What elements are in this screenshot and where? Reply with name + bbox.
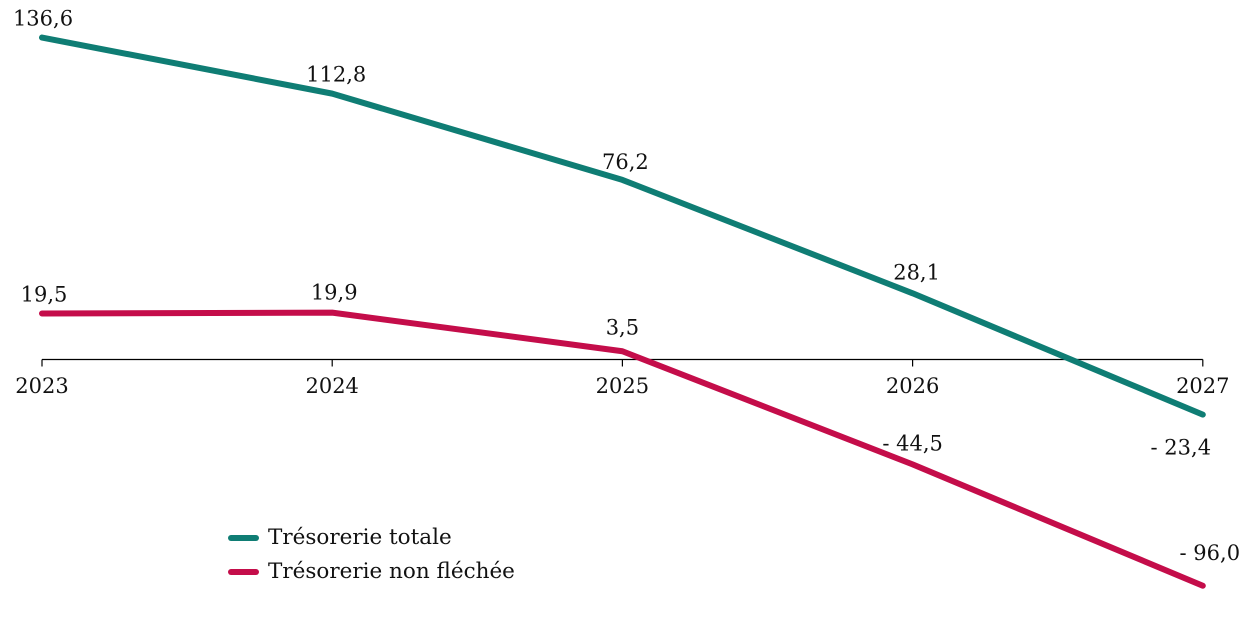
- legend-swatch-tresorerie-totale: [228, 534, 259, 541]
- data-label-series-1: 19,9: [311, 281, 358, 305]
- chart-legend: Trésorerie totale Trésorerie non fléchée: [228, 524, 515, 585]
- legend-label-tresorerie-totale: Trésorerie totale: [268, 524, 452, 550]
- data-label-series-1: - 44,5: [882, 431, 943, 455]
- data-label-series-0: 136,6: [13, 7, 73, 31]
- series-line-0: [39, 34, 1206, 418]
- data-label-series-0: - 23,4: [1151, 436, 1212, 460]
- x-tick-label: 2025: [596, 374, 649, 398]
- data-label-series-1: 19,5: [21, 283, 68, 307]
- legend-item-tresorerie-non-flechee: Trésorerie non fléchée: [228, 558, 515, 585]
- x-tick-label: 2023: [15, 374, 68, 398]
- series-line-1: [39, 309, 1206, 589]
- data-label-series-0: 28,1: [893, 260, 940, 284]
- x-tick-label: 2027: [1176, 374, 1229, 398]
- legend-item-tresorerie-totale: Trésorerie totale: [228, 524, 515, 551]
- x-tick-label: 2026: [886, 374, 939, 398]
- data-label-series-1: 3,5: [606, 315, 639, 339]
- data-label-series-0: 112,8: [306, 63, 366, 87]
- data-label-series-1: - 96,0: [1180, 541, 1241, 565]
- legend-label-tresorerie-non-flechee: Trésorerie non fléchée: [268, 558, 515, 584]
- legend-swatch-tresorerie-non-flechee: [228, 568, 259, 575]
- x-tick-label: 2024: [305, 374, 358, 398]
- data-label-series-0: 76,2: [602, 150, 649, 174]
